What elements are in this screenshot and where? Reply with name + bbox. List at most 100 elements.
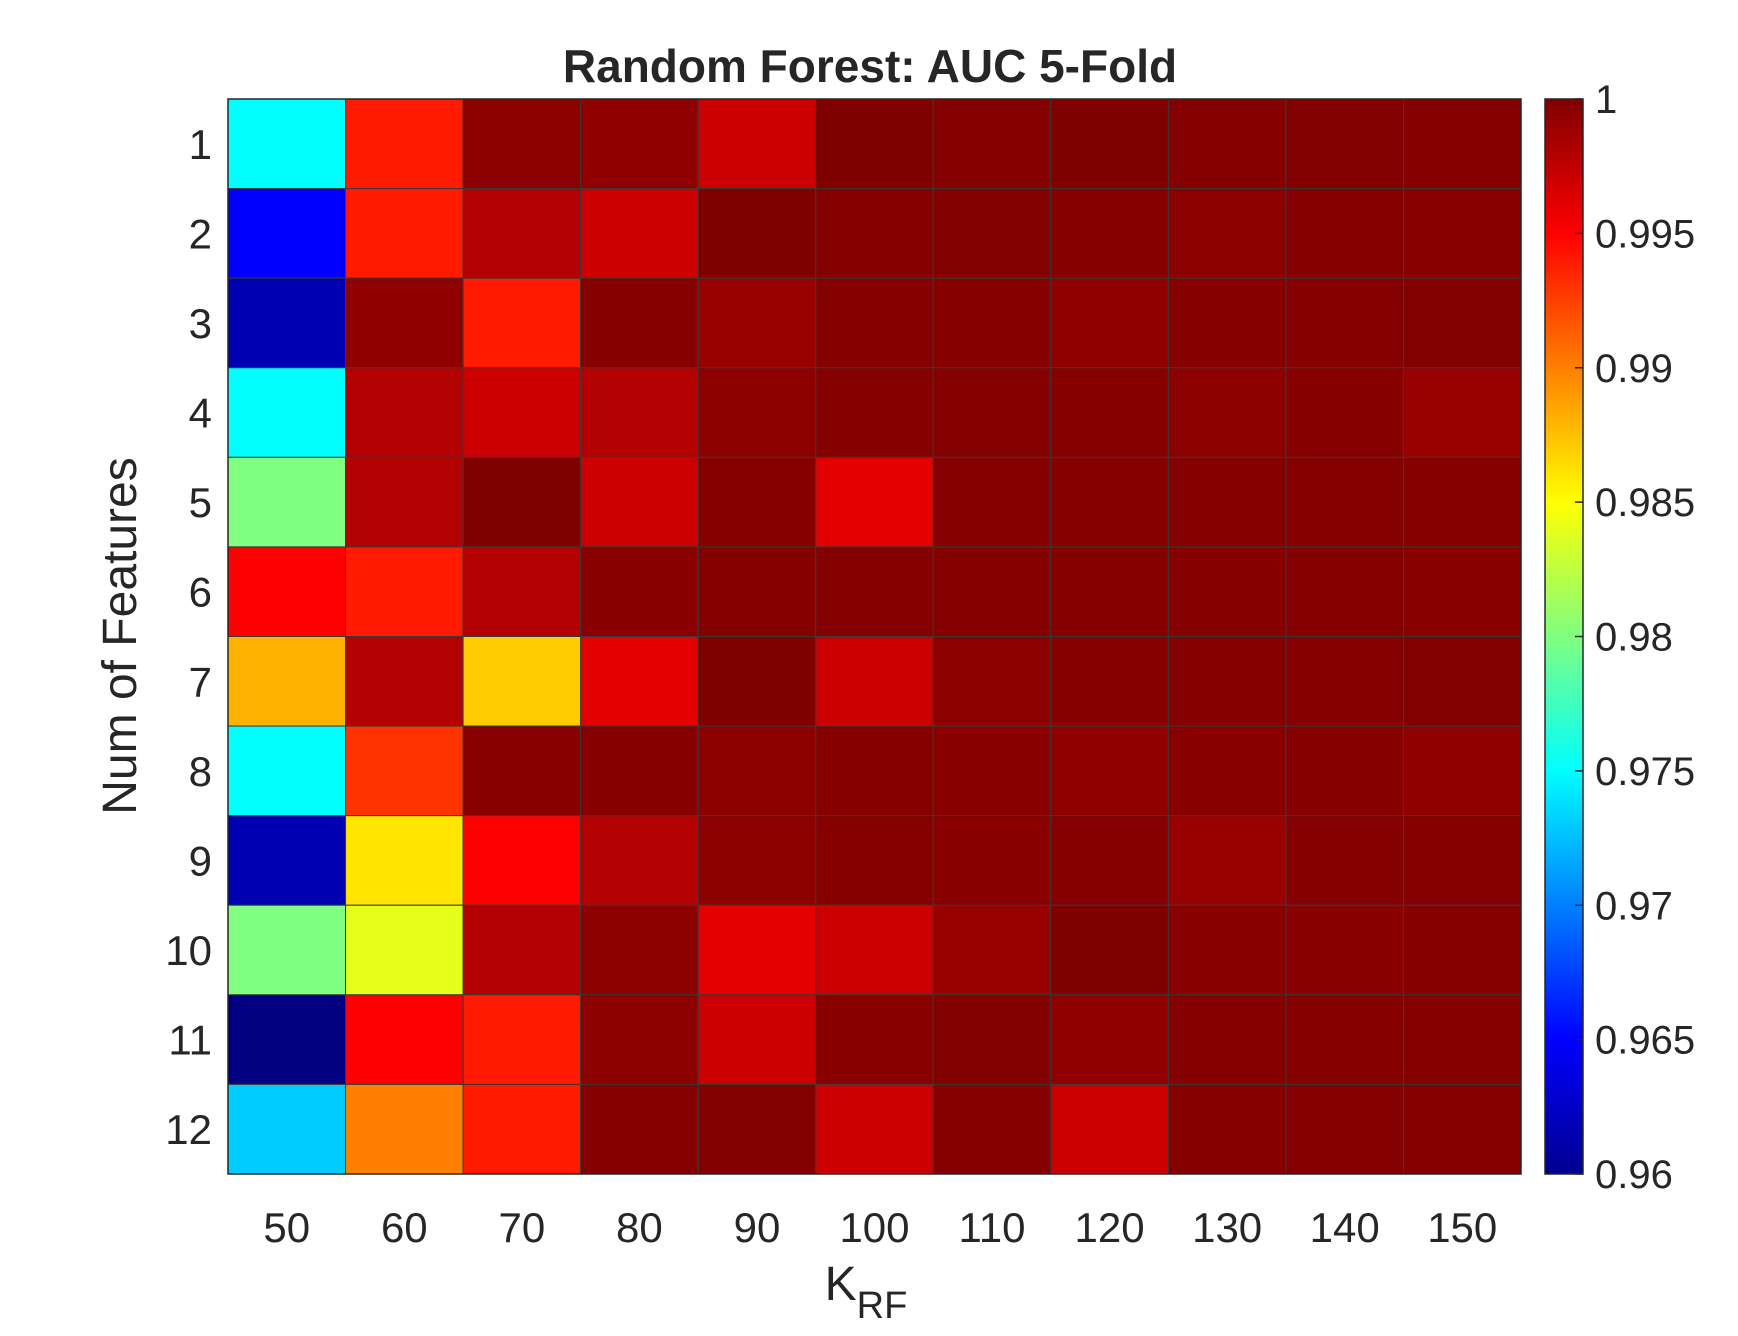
heatmap-cell	[580, 815, 699, 906]
heatmap-cell	[697, 815, 817, 906]
heatmap-cell	[462, 904, 582, 996]
heatmap-cell	[1167, 188, 1287, 279]
heatmap-cell	[1050, 815, 1169, 906]
heatmap-cell	[1167, 815, 1287, 906]
heatmap-cell	[345, 98, 464, 190]
heatmap-cell	[462, 98, 582, 190]
heatmap-cell	[697, 277, 817, 369]
x-tick-label: 150	[1427, 1204, 1497, 1251]
heatmap-cell	[227, 367, 347, 458]
heatmap-cell	[815, 98, 934, 190]
heatmap-cell	[1050, 1083, 1169, 1175]
heatmap-cell	[580, 367, 699, 458]
heatmap-cell	[1285, 994, 1404, 1085]
heatmap-cell	[1050, 994, 1169, 1085]
colorbar-tick-label: 0.975	[1595, 750, 1695, 794]
colorbar-tick-label: 0.96	[1595, 1153, 1673, 1197]
colorbar-tick-label: 0.99	[1595, 347, 1673, 391]
heatmap-cell	[580, 277, 699, 369]
heatmap-cell	[1402, 904, 1522, 996]
x-tick-label: 130	[1192, 1204, 1262, 1251]
colorbar-tick-label: 1	[1595, 78, 1617, 122]
x-tick-label: 60	[381, 1204, 428, 1251]
heatmap-cell	[462, 994, 582, 1085]
x-tick-label: 50	[263, 1204, 310, 1251]
heatmap-cell	[1050, 367, 1169, 458]
heatmap-cell	[1285, 188, 1404, 279]
heatmap-cell	[815, 188, 934, 279]
y-tick-label: 10	[165, 927, 212, 974]
heatmap-cell	[227, 636, 347, 727]
heatmap-cell	[1167, 277, 1287, 369]
heatmap-cell	[932, 367, 1052, 458]
x-tick-label: 140	[1310, 1204, 1380, 1251]
heatmap-cell	[1167, 904, 1287, 996]
y-tick-label: 12	[165, 1106, 212, 1153]
heatmap-cell	[697, 188, 817, 279]
heatmap-cell	[1402, 188, 1522, 279]
heatmap-cell	[1285, 98, 1404, 190]
x-axis-label-main: K	[825, 1258, 857, 1311]
heatmap-cell	[227, 1083, 347, 1175]
heatmap-cell	[815, 725, 934, 817]
heatmap-cell	[932, 277, 1052, 369]
heatmap-cell	[815, 815, 934, 906]
heatmap-cell	[815, 456, 934, 548]
heatmap-cell	[815, 636, 934, 727]
chart-title: Random Forest: AUC 5-Fold	[563, 40, 1177, 92]
heatmap-cell	[580, 546, 699, 638]
heatmap-cell	[1050, 904, 1169, 996]
heatmap-cell	[1167, 367, 1287, 458]
heatmap-cell	[345, 815, 464, 906]
heatmap-cell	[1402, 994, 1522, 1085]
heatmap-cell	[815, 367, 934, 458]
heatmap-cell	[580, 904, 699, 996]
heatmap-cell	[697, 367, 817, 458]
heatmap-cell	[697, 546, 817, 638]
colorbar-tick-label: 0.985	[1595, 481, 1695, 525]
heatmap-cell	[345, 277, 464, 369]
heatmap-cell	[345, 994, 464, 1085]
heatmap-cell	[580, 1083, 699, 1175]
heatmap-cell	[462, 546, 582, 638]
x-tick-label: 80	[616, 1204, 663, 1251]
heatmap-cell	[1050, 277, 1169, 369]
heatmap-cell	[1167, 98, 1287, 190]
heatmap-cell	[1050, 725, 1169, 817]
x-tick-labels: 50 60 70 80 90 100 110 120 130 140 150	[263, 1204, 1497, 1251]
heatmap-cell	[1050, 98, 1169, 190]
y-tick-label: 7	[189, 658, 212, 705]
heatmap-cell	[932, 98, 1052, 190]
heatmap-cell	[462, 456, 582, 548]
heatmap-cell	[1402, 636, 1522, 727]
colorbar-tick-label: 0.965	[1595, 1019, 1695, 1063]
heatmap-cell	[580, 994, 699, 1085]
heatmap-cells	[227, 98, 1522, 1175]
heatmap-cell	[1050, 456, 1169, 548]
x-tick-label: 100	[839, 1204, 909, 1251]
heatmap-cell	[697, 98, 817, 190]
heatmap-cell	[1402, 815, 1522, 906]
heatmap-cell	[1167, 636, 1287, 727]
heatmap-cell	[932, 725, 1052, 817]
heatmap-cell	[697, 636, 817, 727]
heatmap-cell	[580, 725, 699, 817]
heatmap-cell	[1285, 277, 1404, 369]
x-tick-label: 110	[959, 1204, 1026, 1251]
heatmap-cell	[580, 98, 699, 190]
heatmap-cell	[815, 904, 934, 996]
x-axis-label-subscript: RF	[857, 1285, 908, 1327]
heatmap-cell	[697, 994, 817, 1085]
heatmap-cell	[227, 994, 347, 1085]
heatmap-cell	[462, 725, 582, 817]
heatmap-cell	[1285, 1083, 1404, 1175]
heatmap-cell	[932, 904, 1052, 996]
heatmap-cell	[227, 277, 347, 369]
heatmap-cell	[697, 456, 817, 548]
heatmap-cell	[815, 994, 934, 1085]
heatmap-cell	[1050, 188, 1169, 279]
heatmap-cell	[932, 636, 1052, 727]
